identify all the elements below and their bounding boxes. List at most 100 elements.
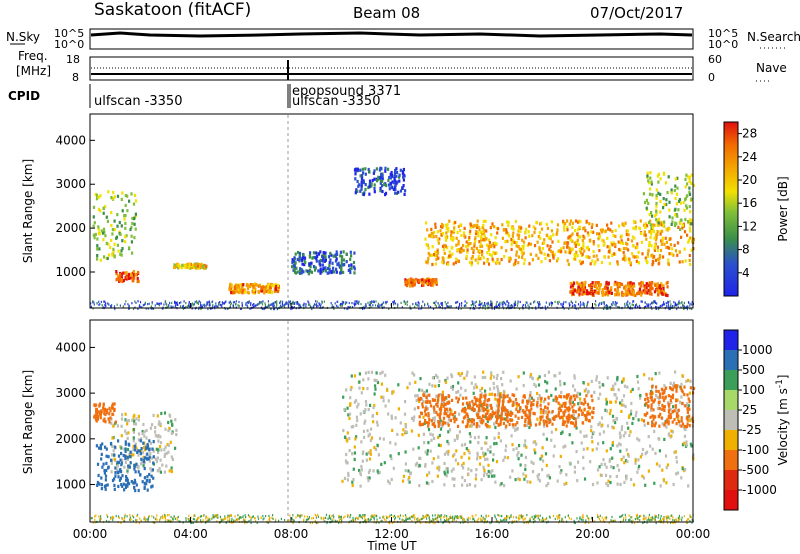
velocity-cell [487, 398, 490, 402]
velocity-cell [505, 418, 508, 422]
power-data [90, 166, 695, 311]
power-cell [129, 227, 132, 232]
velocity-cell [566, 395, 569, 399]
power-cell [499, 303, 501, 306]
power-cell [292, 300, 294, 303]
power-cell [557, 239, 560, 243]
power-cell [312, 255, 315, 260]
velocity-cell [484, 393, 487, 397]
velocity-cell [343, 435, 347, 439]
power-cell [430, 231, 433, 235]
velocity-cell [436, 398, 439, 402]
power-cell [599, 302, 601, 305]
velocity-cell [636, 437, 639, 441]
velocity-cell [468, 404, 471, 408]
velocity-cell [376, 423, 379, 427]
velocity-cell [117, 439, 120, 443]
power-cell [305, 269, 308, 273]
velocity-cell [453, 438, 456, 442]
power-cell [378, 176, 382, 180]
power-cell [354, 177, 357, 181]
velocity-cell [146, 457, 149, 461]
velocity-cell [522, 395, 525, 399]
power-cell [490, 233, 493, 237]
velocity-cell [151, 447, 154, 451]
power-cell [511, 234, 514, 238]
power-cell [237, 288, 240, 292]
power-cell [574, 257, 577, 261]
power-cell [241, 291, 244, 295]
power-cell [353, 265, 356, 269]
power-cell [134, 300, 136, 303]
power-cell [502, 305, 504, 308]
power-cell [588, 291, 591, 295]
power-cell [607, 281, 610, 285]
power-cell [590, 225, 593, 229]
velocity-cell [419, 377, 422, 381]
velocity-cell [495, 415, 498, 419]
power-cell [113, 228, 116, 232]
velocity-cell [436, 466, 439, 470]
velocity-cell [418, 399, 421, 403]
power-cell [293, 264, 296, 269]
power-cell [117, 249, 120, 253]
power-cell [221, 301, 223, 304]
velocity-cell [146, 518, 148, 521]
velocity-cell [559, 471, 562, 475]
velocity-cell [501, 403, 505, 407]
velocity-cell [355, 415, 358, 419]
velocity-cell [444, 472, 447, 476]
power-cell [120, 274, 123, 278]
power-cell [514, 303, 516, 306]
velocity-cell [97, 481, 100, 485]
power-cell [166, 303, 168, 306]
power-cell [675, 213, 678, 217]
velocity-cell [408, 480, 411, 484]
power-cell [564, 222, 567, 226]
power-cell [505, 230, 508, 234]
power-cell [298, 303, 300, 306]
power-cell [435, 300, 437, 303]
power-cell [577, 282, 581, 286]
velocity-cell [678, 423, 681, 427]
velocity-cell [111, 453, 114, 457]
velocity-cell [459, 373, 462, 378]
velocity-cell [124, 447, 127, 451]
velocity-cell [138, 449, 141, 453]
power-cell [180, 301, 182, 304]
velocity-cell [486, 405, 489, 409]
power-cell [437, 256, 440, 260]
power-cell [361, 167, 364, 171]
cpid-entry-1: ulfscan -3350 [94, 94, 182, 109]
velocity-cell [148, 447, 151, 451]
velocity-cell [456, 434, 459, 438]
velocity-cell [512, 448, 515, 452]
power-cell [678, 250, 681, 254]
velocity-cell [423, 441, 426, 445]
velocity-cell [367, 377, 370, 381]
power-cell [350, 265, 353, 269]
power-cell [381, 176, 384, 181]
power-cell [550, 301, 552, 304]
velocity-cell [487, 469, 490, 473]
power-cell [658, 286, 661, 290]
power-cell [665, 305, 668, 308]
velocity-cell [438, 468, 441, 472]
power-cell [229, 306, 231, 309]
power-cell [554, 300, 556, 303]
power-cell [102, 306, 104, 309]
velocity-cell [631, 387, 634, 392]
power-cell [319, 250, 322, 254]
power-cell [483, 304, 485, 307]
power-cell [323, 300, 325, 303]
power-cell [488, 252, 491, 257]
power-cell [620, 282, 624, 286]
velocity-cell [443, 461, 446, 466]
power-cell [589, 238, 592, 242]
power-cell [349, 268, 352, 272]
velocity-cell [428, 471, 431, 475]
power-cell [411, 284, 414, 288]
power-cell [582, 241, 585, 245]
power-cell [311, 307, 313, 310]
velocity-cell [429, 432, 432, 436]
